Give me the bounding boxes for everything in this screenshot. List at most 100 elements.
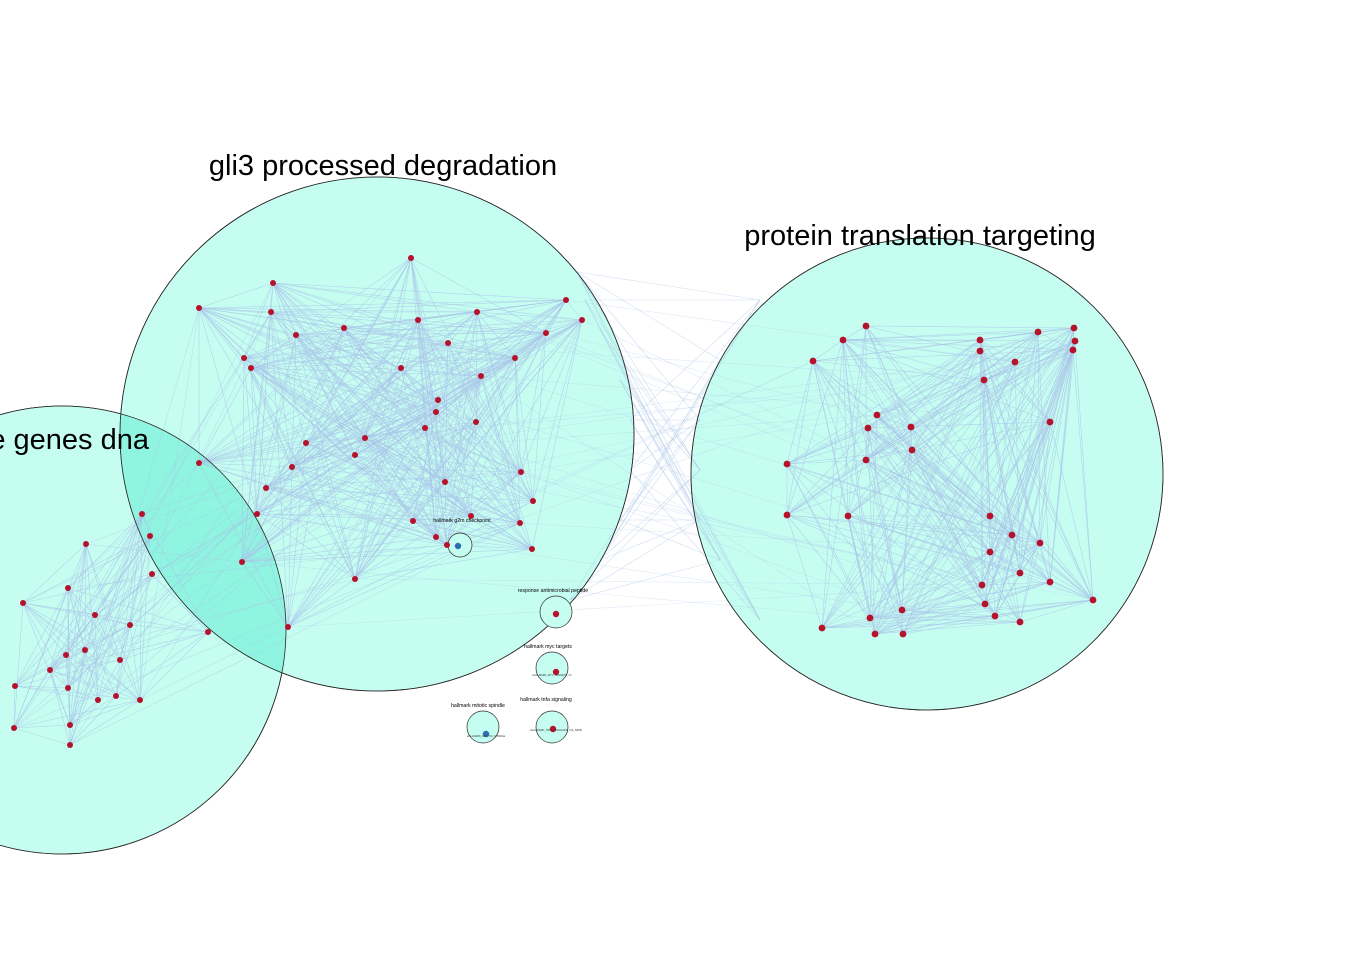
network-edge — [410, 257, 439, 401]
network-edge — [869, 603, 986, 619]
network-edge — [981, 581, 1051, 586]
network-edge — [67, 687, 99, 701]
network-edge — [354, 357, 516, 456]
network-node — [285, 624, 291, 630]
network-edge — [989, 551, 1094, 601]
node-label-myc: HALLMARK_MYC_TARGETS_V1 — [532, 673, 572, 677]
network-edge — [287, 375, 482, 628]
network-edge — [14, 659, 121, 687]
network-edge — [424, 427, 521, 524]
network-edge — [412, 520, 533, 550]
network-edge — [291, 466, 522, 473]
network-edge — [243, 327, 345, 359]
network-edge — [22, 535, 151, 604]
cluster-outline-left — [0, 405, 287, 855]
network-edge — [569, 559, 721, 601]
network-edge — [876, 339, 981, 416]
network-edge — [69, 513, 143, 746]
network-node — [976, 336, 984, 344]
network-edge — [1074, 340, 1094, 601]
cluster-title-antimicrobial: response antimicrobial peptide — [518, 588, 588, 594]
network-edge — [22, 437, 366, 604]
network-node — [248, 365, 254, 371]
network-edge — [270, 311, 482, 377]
network-edge — [470, 515, 521, 524]
network-edge — [250, 342, 449, 369]
network-edge — [867, 421, 1051, 429]
network-edge — [584, 299, 701, 471]
network-edge — [250, 319, 419, 369]
network-edge — [812, 360, 983, 586]
network-edge — [243, 357, 356, 456]
network-edge — [842, 339, 1094, 601]
network-edge — [901, 609, 996, 617]
network-edge — [13, 535, 151, 729]
network-edge — [901, 361, 1016, 611]
network-edge — [842, 325, 867, 341]
network-edge — [821, 325, 867, 629]
network-node — [398, 365, 404, 371]
network-edge — [67, 587, 96, 616]
network-node — [980, 376, 988, 384]
network-edge — [305, 437, 366, 444]
network-edge — [532, 319, 583, 502]
network-edge — [49, 669, 69, 689]
network-node — [898, 606, 906, 614]
network-edge — [786, 339, 981, 465]
network-edge — [599, 359, 721, 561]
network-node — [907, 423, 915, 431]
network-edge — [243, 319, 419, 359]
network-edge — [14, 624, 131, 687]
network-edge — [354, 411, 437, 456]
network-edge — [256, 513, 356, 580]
network-edge — [97, 659, 121, 701]
network-edge — [241, 257, 412, 563]
network-edge — [270, 311, 426, 429]
network-edge — [424, 357, 516, 429]
network-node — [862, 456, 870, 464]
network-edge — [270, 311, 366, 439]
network-edge — [480, 375, 533, 550]
network-edge — [447, 342, 521, 524]
network-edge — [437, 399, 446, 483]
network-edge — [979, 350, 1051, 423]
network-edge — [812, 349, 1074, 362]
network-edge — [305, 399, 439, 444]
network-edge — [67, 544, 448, 589]
network-edge — [272, 282, 478, 313]
network-node — [268, 309, 274, 315]
network-node — [552, 610, 560, 618]
network-edge — [270, 311, 289, 628]
network-node — [352, 576, 358, 582]
network-edge — [198, 442, 307, 464]
network-edge — [287, 342, 449, 628]
network-edge — [1011, 327, 1075, 536]
network-edge — [13, 727, 71, 746]
network-edge — [475, 375, 482, 423]
network-edge — [241, 334, 297, 563]
network-edge — [619, 379, 721, 561]
network-node — [67, 722, 73, 728]
network-edge — [842, 339, 1051, 423]
network-edge — [847, 515, 876, 635]
network-edge — [911, 421, 1051, 451]
network-edge — [343, 299, 567, 329]
network-node — [117, 657, 123, 663]
network-edge — [22, 602, 71, 726]
network-edge — [243, 357, 258, 515]
network-edge — [14, 535, 151, 687]
network-edge — [847, 515, 991, 553]
network-edge — [435, 375, 482, 538]
network-node — [444, 542, 450, 548]
network-node — [137, 697, 143, 703]
network-node — [981, 600, 989, 608]
network-edge — [821, 515, 991, 629]
network-edge — [354, 454, 448, 546]
network-edge — [994, 421, 1051, 617]
network-edge — [1039, 421, 1051, 544]
network-edge — [629, 299, 761, 421]
network-edge — [198, 299, 567, 309]
network-edge — [69, 327, 345, 746]
network-edge — [520, 319, 583, 473]
network-edge — [470, 471, 522, 517]
